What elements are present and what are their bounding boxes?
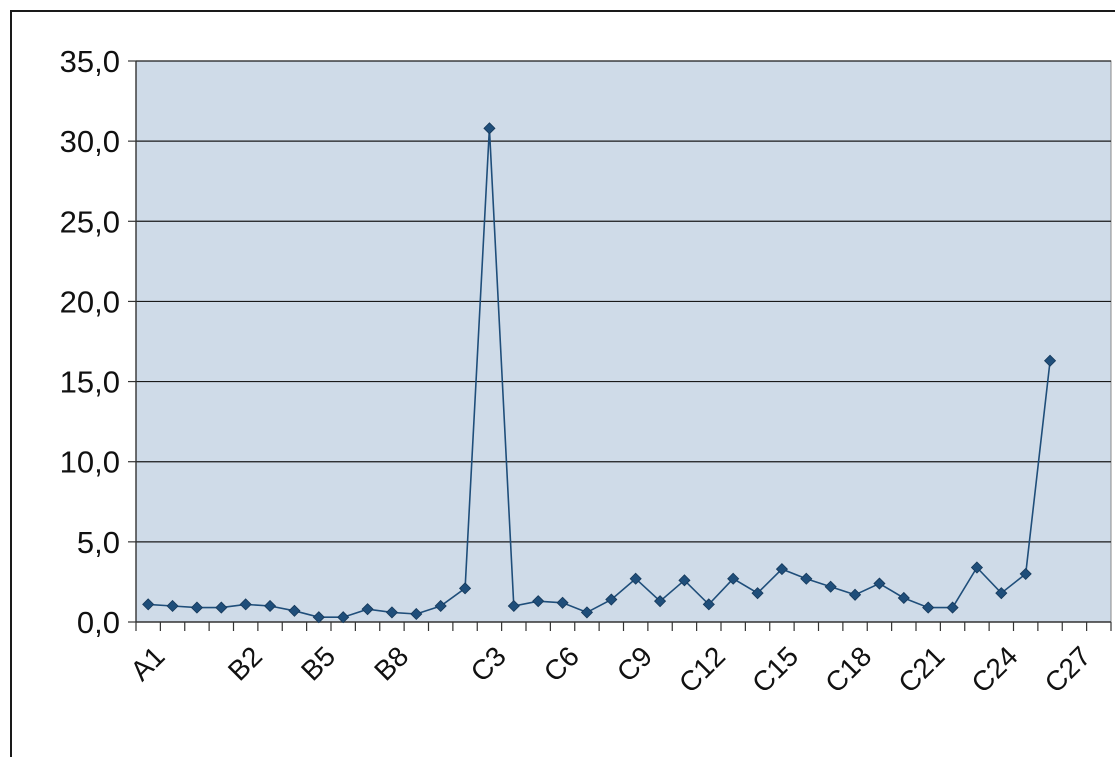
data-point-C4 (507, 599, 520, 613)
data-point-C9 (629, 572, 642, 585)
axes (128, 60, 1112, 631)
data-point-C2 (458, 582, 472, 595)
data-point-A3 (190, 601, 204, 614)
y-tick-label: 5,0 (77, 525, 120, 560)
data-point-C25 (1019, 567, 1032, 580)
data-point-C17 (824, 580, 837, 593)
gridlines (136, 60, 1111, 543)
x-tick-label: C21 (892, 640, 950, 698)
x-tick-label: C6 (538, 640, 585, 687)
data-point-C8 (605, 593, 618, 606)
y-tick-label: 35,0 (60, 44, 120, 79)
data-point-C11 (678, 574, 691, 587)
data-point-A2 (166, 599, 179, 613)
data-point-B2 (239, 598, 252, 611)
data-point-C23 (970, 561, 984, 574)
y-tick-label: 30,0 (60, 124, 120, 159)
data-point-C26 (1043, 354, 1057, 367)
data-point-B5 (312, 611, 325, 624)
data-point-C22 (946, 601, 959, 614)
y-tick-label: 0,0 (77, 605, 120, 640)
data-point-C10 (653, 595, 667, 608)
data-point-A1 (142, 598, 155, 611)
x-tick-label: C9 (611, 640, 658, 687)
x-tick-label: C24 (965, 640, 1023, 698)
x-tick-label: B8 (368, 640, 414, 686)
data-point-B9 (410, 607, 423, 621)
data-point-C18 (848, 588, 862, 601)
data-point-C21 (922, 601, 935, 614)
data-point-B8 (385, 606, 399, 619)
data-point-B4 (288, 604, 301, 617)
data-point-C20 (897, 591, 910, 605)
series-1 (142, 122, 1057, 624)
y-tick-label: 15,0 (60, 365, 120, 400)
x-tick-label: C3 (465, 640, 512, 687)
data-point-C16 (800, 572, 813, 585)
data-point-B7 (361, 603, 374, 616)
y-tick-label: 25,0 (60, 204, 120, 239)
x-tick-label: C12 (673, 640, 731, 698)
data-point-B3 (263, 599, 277, 613)
x-tick-label: C18 (819, 640, 877, 698)
data-point-C3 (483, 122, 496, 135)
data-point-C13 (727, 572, 740, 585)
x-tick-label: A1 (124, 640, 170, 686)
data-point-C15 (775, 563, 789, 576)
x-tick-label: C27 (1039, 640, 1097, 698)
data-point-C6 (556, 596, 569, 609)
x-tick-label: C15 (746, 640, 804, 698)
x-tick-label: B5 (295, 640, 341, 686)
data-point-C12 (702, 598, 715, 611)
plot-background (135, 60, 1112, 623)
data-point-C7 (580, 606, 594, 619)
x-tick-label: B2 (222, 640, 268, 686)
y-tick-label: 10,0 (60, 445, 120, 480)
data-point-C19 (873, 577, 886, 590)
data-point-C5 (532, 595, 545, 608)
plot-area (135, 60, 1112, 623)
data-point-C14 (751, 587, 764, 600)
y-tick-label: 20,0 (60, 284, 120, 319)
data-point-B1 (215, 601, 228, 614)
data-point-C24 (995, 587, 1008, 600)
data-point-C1 (434, 599, 447, 613)
data-point-B6 (337, 611, 350, 624)
